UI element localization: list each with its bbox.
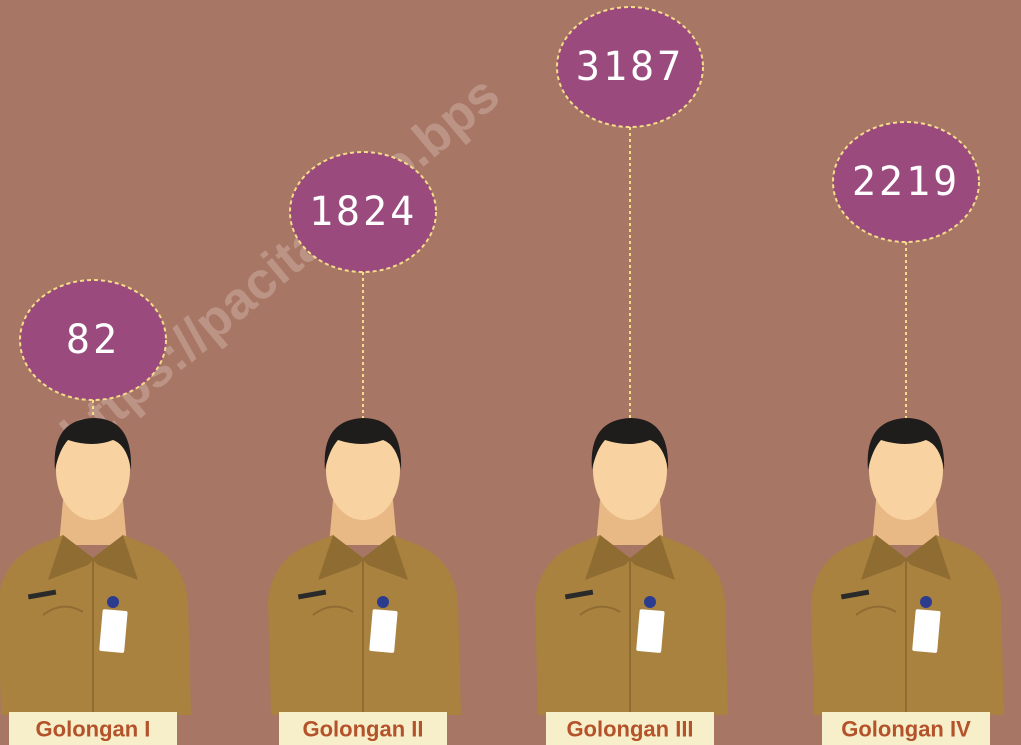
value-text: 1824 (309, 189, 417, 235)
person-figure (534, 417, 729, 716)
value-text: 82 (66, 317, 120, 363)
value-bubble (289, 151, 437, 273)
watermark: https://pacitankab.bps (50, 65, 510, 464)
value-text: 3187 (576, 44, 684, 90)
label-box (9, 712, 177, 745)
label-box (546, 712, 714, 745)
category-label: Golongan IV (841, 717, 971, 742)
person-figure (810, 417, 1005, 716)
value-bubble (832, 121, 980, 243)
value-bubble (556, 6, 704, 128)
value-bubble (19, 279, 167, 401)
value-text: 2219 (852, 159, 960, 205)
label-box (822, 712, 990, 745)
person-figure (267, 417, 462, 716)
category-label: Golongan II (303, 717, 424, 742)
category-label: Golongan III (566, 717, 693, 742)
label-box (279, 712, 447, 745)
category-label: Golongan I (36, 717, 151, 742)
person-figure (0, 417, 192, 716)
